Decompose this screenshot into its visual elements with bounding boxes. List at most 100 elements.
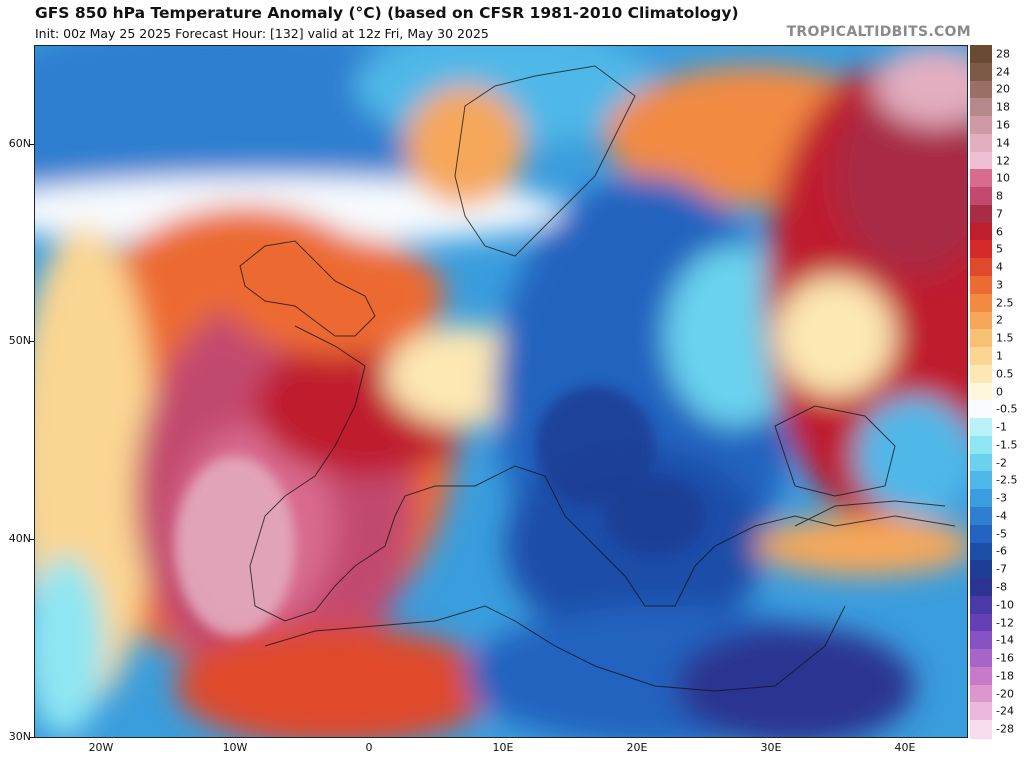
colorbar-cell: [970, 400, 992, 419]
colorbar-label: 8: [996, 189, 1003, 203]
lat-label-30n: 30N: [8, 730, 31, 743]
colorbar-label: 18: [996, 100, 1010, 114]
black-sea-south: [794, 500, 946, 527]
colorbar-cell: [970, 631, 992, 650]
colorbar-label: -3: [996, 491, 1007, 505]
britain-warm: [225, 236, 445, 356]
lat-tick-40n: [30, 539, 34, 540]
colorbar-cell: [970, 187, 992, 206]
colorbar-cell: [970, 329, 992, 348]
temperature-anomaly-map: [34, 45, 968, 738]
colorbar-label: -1.5: [996, 438, 1018, 452]
brand-watermark: TROPICALTIDBITS.COM: [786, 24, 971, 40]
colorbar-label: 6: [996, 225, 1003, 239]
colorbar-label: -24: [996, 704, 1014, 718]
colorbar-cell: [970, 80, 992, 99]
colorbar-label: -2: [996, 456, 1007, 470]
anomaly-field: [35, 46, 967, 737]
cold-spot-balkans: [605, 476, 705, 556]
map-title: GFS 850 hPa Temperature Anomaly (°C) (ba…: [35, 4, 739, 22]
colorbar-label: 16: [996, 118, 1010, 132]
lon-label-40e: 40E: [894, 741, 916, 754]
colorbar-label: -18: [996, 669, 1014, 683]
colorbar-label: 5: [996, 242, 1003, 256]
colorbar-cell: [970, 169, 992, 188]
colorbar-label: -1: [996, 420, 1007, 434]
lon-label-10e: 10E: [492, 741, 514, 754]
colorbar-cell: [970, 471, 992, 490]
colorbar-label: 7: [996, 207, 1003, 221]
colorbar-label: 10: [996, 171, 1010, 185]
lon-label-20e: 20E: [626, 741, 648, 754]
colorbar-cell: [970, 507, 992, 526]
colorbar-label: -16: [996, 651, 1014, 665]
colorbar-cell: [970, 453, 992, 473]
lat-tick-60n: [30, 144, 34, 145]
colorbar-cell: [970, 293, 992, 313]
colorbar-cell: [970, 151, 992, 170]
colorbar-label: -2.5: [996, 473, 1018, 487]
colorbar-cell: [970, 666, 992, 686]
colorbar-label: -12: [996, 616, 1014, 629]
colorbar-cell: [970, 684, 992, 704]
colorbar-cell: [970, 613, 992, 632]
north-africa-coast: [264, 605, 846, 692]
colorbar-cell: [970, 204, 992, 224]
russia-core: [835, 76, 967, 276]
colorbar-cell: [970, 560, 992, 579]
lat-label-60n: 60N: [8, 137, 31, 150]
colorbar-label: 4: [996, 260, 1003, 274]
colorbar-label: -0.5: [996, 402, 1018, 416]
colorbar-cell: [970, 364, 992, 384]
colorbar-cell: [970, 435, 992, 455]
mediterranean-north-coast: [474, 465, 956, 607]
colorbar-cell: [970, 542, 992, 561]
levant-cold: [675, 626, 915, 737]
turkey-warm: [755, 516, 967, 576]
colorbar-label: 12: [996, 154, 1010, 167]
colorbar-label: -14: [996, 633, 1014, 647]
colorbar-label: 3: [996, 278, 1003, 292]
colorbar-label: -5: [996, 527, 1007, 541]
colorbar-cell: [970, 382, 992, 401]
colorbar-cell: [970, 116, 992, 135]
southwest-cool: [35, 556, 105, 736]
colorbar-cell: [970, 489, 992, 508]
colorbar-cell: [970, 311, 992, 330]
colorbar: [970, 45, 992, 739]
colorbar-label: -6: [996, 544, 1007, 558]
colorbar-cell: [970, 720, 992, 739]
colorbar-label: 0: [996, 385, 1003, 398]
colorbar-cell: [970, 45, 992, 64]
colorbar-label: -7: [996, 562, 1007, 576]
colorbar-label: -4: [996, 509, 1007, 523]
colorbar-cell: [970, 702, 992, 721]
colorbar-cell: [970, 347, 992, 366]
colorbar-cell: [970, 418, 992, 437]
scandinavia-warm: [405, 86, 525, 206]
scandinavia-outline: [454, 65, 636, 257]
coastlines: [239, 65, 956, 692]
colorbar-label: 24: [996, 65, 1010, 79]
map-subtitle: Init: 00z May 25 2025 Forecast Hour: [13…: [35, 26, 489, 41]
colorbar-cell: [970, 222, 992, 242]
british-isles-outline: [239, 240, 376, 337]
colorbar-cell: [970, 524, 992, 544]
lon-label-10w: 10W: [222, 741, 248, 754]
lat-label-50n: 50N: [8, 334, 31, 347]
colorbar-label: -8: [996, 580, 1007, 594]
colorbar-cell: [970, 578, 992, 597]
lat-tick-30n: [30, 737, 34, 738]
hot-spot-atlantic: [175, 456, 295, 636]
colorbar-cell: [970, 649, 992, 668]
lon-label-20w: 20W: [88, 741, 114, 754]
colorbar-cell: [970, 62, 992, 82]
colorbar-label: 14: [996, 136, 1010, 150]
colorbar-label: -10: [996, 598, 1014, 612]
russia-mild: [775, 276, 895, 396]
far-northeast-pink: [875, 46, 967, 126]
lat-label-40n: 40N: [8, 532, 31, 545]
colorbar-cell: [970, 258, 992, 277]
colorbar-label: 2.5: [996, 296, 1014, 310]
colorbar-cell: [970, 240, 992, 259]
